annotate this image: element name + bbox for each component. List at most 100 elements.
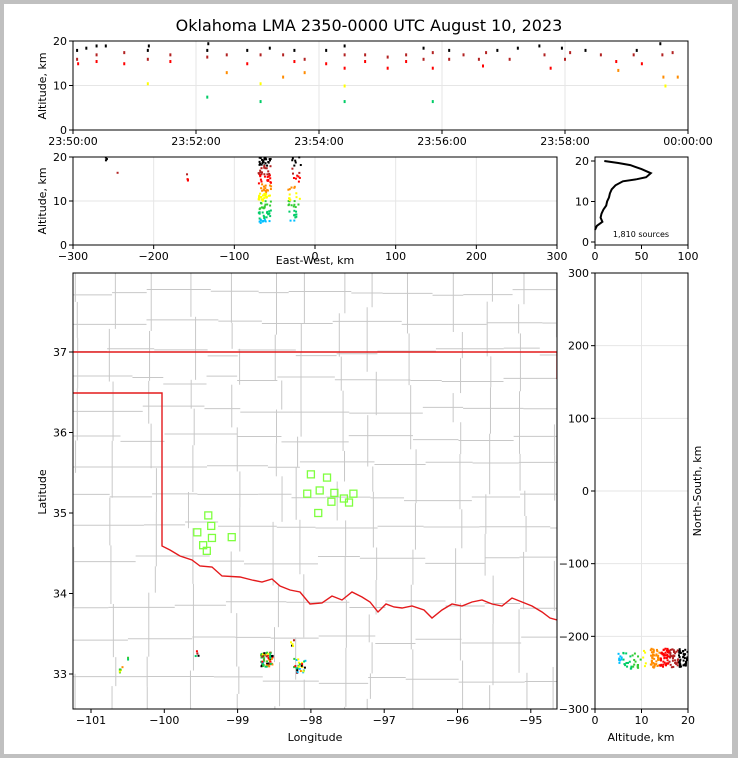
altitude-ns-source: [637, 663, 640, 666]
plan-view-source: [263, 657, 266, 660]
time-height-source: [661, 53, 664, 57]
altitude-ns-source: [666, 653, 669, 656]
lma-station: [349, 489, 358, 498]
ew-altitude-source: [270, 185, 273, 188]
plan-view-source: [261, 660, 264, 663]
plan-view-source: [127, 656, 130, 659]
altitude-ns-source: [650, 651, 653, 654]
ew-altitude-source: [259, 201, 262, 204]
ew-altitude-source: [263, 156, 266, 159]
altitude-ns-source: [667, 650, 670, 653]
altitude-ns-ylabel: North-South, km: [691, 446, 704, 537]
ew-altitude-source: [264, 203, 267, 206]
plan-view-x-tick-label: −95: [519, 714, 542, 727]
altitude-ns-source: [682, 653, 685, 656]
plan-view-source: [264, 665, 267, 668]
ew-altitude-source: [291, 172, 294, 175]
ew-altitude-source: [263, 218, 266, 221]
histogram-x-tick-label: 0: [592, 250, 599, 263]
time-height-source: [104, 44, 107, 48]
altitude-ns-source: [666, 659, 669, 662]
altitude-ns-source: [625, 652, 628, 655]
altitude-ns-source: [675, 650, 678, 653]
plan-view-source: [292, 639, 295, 642]
altitude-ns-source: [660, 658, 663, 661]
plan-view-source: [194, 655, 197, 658]
ew-altitude-source: [266, 210, 269, 213]
ew-altitude-source: [268, 220, 271, 223]
state-border: [73, 351, 557, 621]
time-height-source: [206, 95, 209, 99]
altitude-ns-source: [657, 658, 660, 661]
altitude-ns-source: [662, 663, 665, 666]
ew-altitude-source: [261, 194, 264, 197]
altitude-ns-source: [633, 663, 636, 666]
time-height-source: [671, 51, 674, 55]
ew-altitude-source: [262, 219, 265, 222]
county-lines: [73, 273, 557, 709]
ew-altitude-source: [261, 171, 264, 174]
ew-altitude-x-tick-label: 200: [466, 250, 487, 263]
altitude-ns-source: [657, 657, 660, 660]
altitude-ns-source: [672, 649, 675, 652]
altitude-ns-source: [650, 647, 653, 650]
ew-altitude-y-tick-label: 20: [53, 151, 67, 164]
altitude-ns-source: [655, 654, 658, 657]
altitude-ns-source: [658, 651, 661, 654]
ew-altitude-source: [295, 196, 298, 199]
time-height-source: [516, 46, 519, 50]
altitude-ns-source: [653, 654, 656, 657]
ew-altitude-source: [294, 159, 297, 162]
lma-station: [322, 473, 332, 482]
altitude-ns-source: [622, 658, 625, 661]
time-height-source: [405, 60, 408, 64]
time-height-source: [584, 48, 587, 52]
ew-altitude-source: [269, 184, 272, 187]
time-height-sources: [76, 42, 679, 104]
altitude-ns-source: [659, 664, 662, 667]
ew-altitude-source: [186, 178, 189, 181]
altitude-ns-source: [632, 665, 635, 668]
ew-altitude-source: [287, 200, 290, 203]
ew-altitude-y-tick-label: 10: [53, 195, 67, 208]
altitude-ns-source: [633, 658, 636, 661]
plan-view-source: [266, 662, 269, 665]
altitude-ns-source: [678, 665, 681, 668]
altitude-ns-source: [662, 660, 665, 663]
altitude-ns-grid: [594, 272, 689, 710]
time-height-source: [259, 100, 262, 104]
plan-view-xlabel: Longitude: [288, 731, 343, 744]
altitude-ns-ticks: 0 10 20 −300 −200 −100 0 100 200 300: [559, 267, 695, 727]
ew-altitude-source: [269, 181, 272, 184]
altitude-ns-source: [663, 654, 666, 657]
altitude-ns-source: [672, 665, 675, 668]
plan-view-source: [196, 652, 199, 655]
altitude-ns-source: [684, 653, 687, 656]
altitude-ns-y-tick-label: −200: [559, 630, 589, 643]
time-height-source: [431, 100, 434, 104]
time-height-source: [640, 62, 643, 66]
plan-view-source: [268, 665, 271, 668]
plan-view-source: [118, 668, 121, 671]
altitude-ns-source: [626, 665, 629, 668]
ew-altitude-source: [259, 175, 262, 178]
plan-view-x-tick-label: −96: [446, 714, 469, 727]
time-height-source: [95, 60, 98, 64]
time-height-source: [95, 44, 98, 48]
ew-altitude-source: [293, 219, 296, 222]
plan-view-source: [298, 665, 301, 668]
plan-view-sources: [118, 639, 307, 674]
plan-view-source: [299, 670, 302, 673]
ew-altitude-source: [265, 216, 268, 219]
altitude-ns-source: [672, 654, 675, 657]
altitude-ns-source: [671, 659, 674, 662]
ew-altitude-source: [293, 200, 296, 203]
plan-view-source: [302, 670, 305, 673]
lma-station: [204, 511, 213, 520]
altitude-ns-source: [629, 667, 632, 670]
time-height-source: [431, 66, 434, 70]
time-height-source: [169, 60, 172, 64]
time-height-source: [549, 66, 552, 70]
ew-altitude-source: [266, 203, 269, 206]
altitude-ns-x-tick-label: 20: [681, 714, 695, 727]
